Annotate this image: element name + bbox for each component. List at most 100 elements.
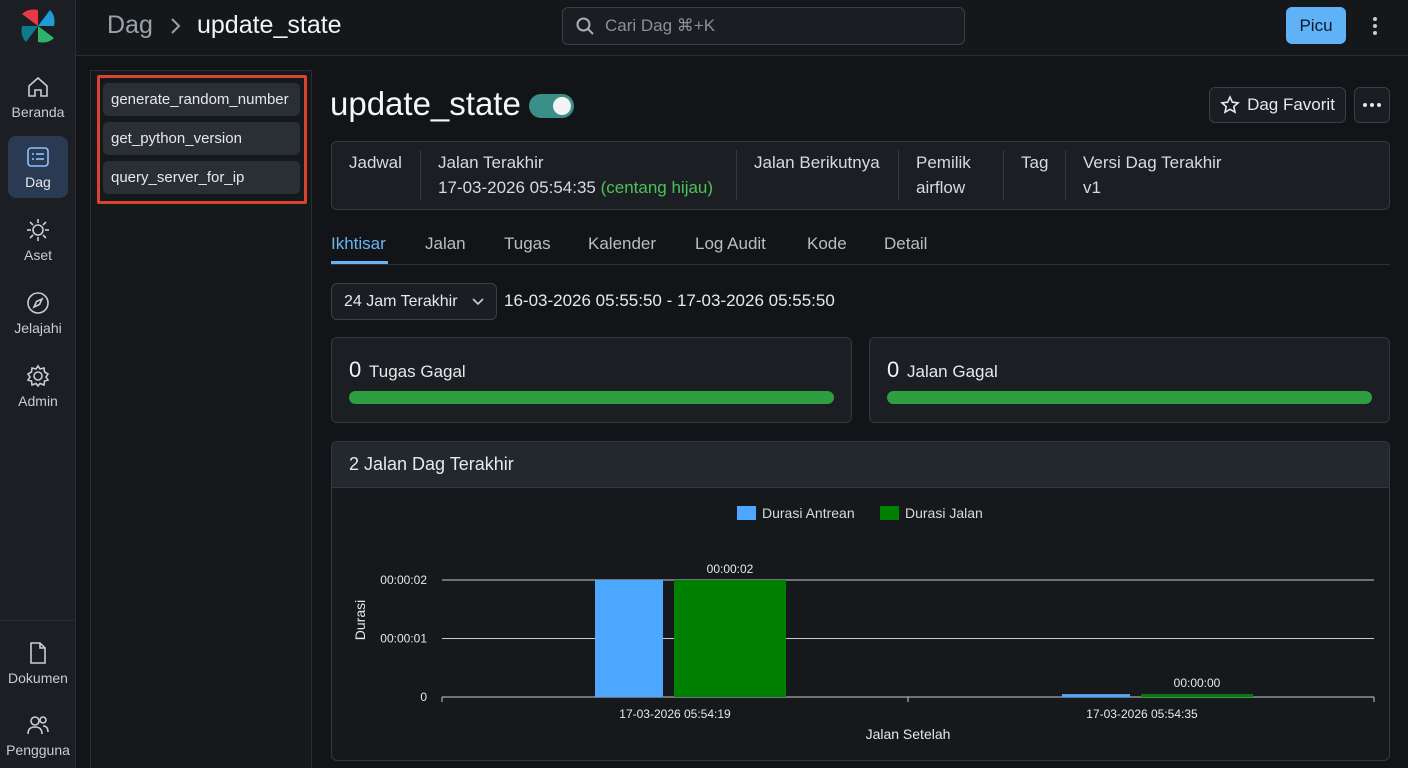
active-tab-indicator xyxy=(331,261,388,264)
search-icon xyxy=(576,17,594,35)
nav-label: Dokumen xyxy=(8,670,68,686)
failed-tasks-count: 0 xyxy=(349,357,362,382)
last-run-status: (centang hijau) xyxy=(600,178,714,197)
tag-field: Tag xyxy=(1021,142,1048,211)
more-options-button[interactable] xyxy=(1354,87,1390,123)
duration-bar-chart: Durasi Antrean Durasi Jalan 0 00:00:01 00:00… xyxy=(352,505,1375,742)
rail-divider xyxy=(0,620,76,621)
pause-toggle[interactable] xyxy=(529,94,574,118)
owner-value: airflow xyxy=(916,178,966,197)
failed-runs-card[interactable]: 0 Jalan Gagal xyxy=(869,337,1390,423)
users-icon xyxy=(27,716,49,735)
nav-label: Dag xyxy=(25,174,51,190)
tab-bar: Ikhtisar Jalan Tugas Kalender Log Audit … xyxy=(331,232,1390,265)
search-placeholder: Cari Dag ⌘+K xyxy=(605,16,716,35)
trigger-button[interactable]: Picu xyxy=(1286,7,1346,44)
failed-tasks-label: Tugas Gagal xyxy=(369,362,466,381)
version-label: Versi Dag Terakhir xyxy=(1083,153,1222,172)
tab-tugas[interactable]: Tugas xyxy=(504,234,551,253)
bar xyxy=(1062,694,1130,697)
tab-ikhtisar[interactable]: Ikhtisar xyxy=(331,234,386,253)
tab-detail[interactable]: Detail xyxy=(884,234,928,253)
chevron-right-icon xyxy=(171,18,181,34)
nav-label: Pengguna xyxy=(6,742,70,758)
tab-jalan[interactable]: Jalan xyxy=(425,234,466,253)
document-icon xyxy=(30,642,46,664)
recent-runs-chart-card: 2 Jalan Dag Terakhir Durasi Antrean Duras… xyxy=(331,441,1390,761)
bar xyxy=(1141,694,1253,697)
tag-label: Tag xyxy=(1021,153,1049,172)
x-axis-title: Jalan Setelah xyxy=(866,726,951,742)
nav-item-jelajahi[interactable]: Jelajahi xyxy=(8,282,68,344)
gear-icon xyxy=(26,364,50,388)
compass-icon xyxy=(27,292,49,314)
bar xyxy=(595,580,663,697)
more-vertical-icon[interactable] xyxy=(1365,14,1385,38)
last-run-label: Jalan Terakhir xyxy=(438,153,544,172)
page-title: update_state xyxy=(330,85,521,122)
task-list-highlight xyxy=(97,75,307,204)
owner-label: Pemilik xyxy=(916,153,971,172)
tab-kode[interactable]: Kode xyxy=(807,234,847,253)
task-item[interactable]: query_server_for_ip xyxy=(103,161,300,194)
y-tick-label: 00:00:02 xyxy=(380,573,427,587)
bar xyxy=(674,580,786,697)
next-run-label: Jalan Berikutnya xyxy=(754,153,880,172)
nav-label: Jelajahi xyxy=(14,320,62,336)
top-bar: Dag update_state Cari Dag ⌘+K Picu xyxy=(76,0,1408,56)
nav-rail: Beranda Dag Aset Jelajahi Admin Dokumen … xyxy=(0,0,76,768)
favorite-label: Dag Favorit xyxy=(1247,95,1335,114)
chevron-down-icon xyxy=(472,298,484,306)
home-icon xyxy=(28,76,48,97)
last-run-value[interactable]: 17-03-2026 05:54:35 xyxy=(438,178,596,197)
failed-tasks-card[interactable]: 0 Tugas Gagal xyxy=(331,337,852,423)
y-tick-label: 0 xyxy=(420,690,427,704)
nav-item-dag[interactable]: Dag xyxy=(8,136,68,198)
dag-info-card: Jadwal Jalan Terakhir 17-03-2026 05:54:3… xyxy=(331,141,1390,210)
schedule-field: Jadwal xyxy=(349,142,402,211)
dag-list-icon xyxy=(27,147,49,167)
legend-swatch xyxy=(880,506,899,520)
version-value: v1 xyxy=(1083,178,1101,197)
star-icon xyxy=(1220,95,1240,114)
failed-tasks-bar xyxy=(349,391,834,404)
task-item[interactable]: get_python_version xyxy=(103,122,300,155)
nav-item-dokumen[interactable]: Dokumen xyxy=(8,632,68,694)
asset-icon xyxy=(27,219,49,241)
version-field: Versi Dag Terakhir v1 xyxy=(1083,142,1222,211)
next-run-field: Jalan Berikutnya xyxy=(754,142,880,211)
breadcrumb-root[interactable]: Dag xyxy=(107,11,153,39)
nav-label: Admin xyxy=(18,393,58,409)
x-tick-label: 17-03-2026 05:54:35 xyxy=(1086,707,1198,721)
favorite-button[interactable]: Dag Favorit xyxy=(1209,87,1346,123)
nav-label: Beranda xyxy=(11,104,65,120)
legend-swatch xyxy=(737,506,756,520)
airflow-logo-icon[interactable] xyxy=(18,6,58,46)
task-item[interactable]: generate_random_number xyxy=(103,83,300,116)
failed-runs-count: 0 xyxy=(887,357,900,382)
time-range-select[interactable]: 24 Jam Terakhir xyxy=(331,283,497,320)
tab-log-audit[interactable]: Log Audit xyxy=(695,234,766,253)
chart-title: 2 Jalan Dag Terakhir xyxy=(349,454,514,474)
owner-field: Pemilik airflow xyxy=(916,142,971,211)
data-label: 00:00:00 xyxy=(1174,676,1221,690)
nav-item-pengguna[interactable]: Pengguna xyxy=(6,704,70,766)
nav-item-admin[interactable]: Admin xyxy=(8,355,68,417)
nav-label: Aset xyxy=(23,247,52,263)
search-input[interactable]: Cari Dag ⌘+K xyxy=(562,7,965,45)
failed-runs-label: Jalan Gagal xyxy=(907,362,998,381)
legend-label: Durasi Antrean xyxy=(762,505,855,521)
tab-kalender[interactable]: Kalender xyxy=(588,234,657,253)
chart-header: 2 Jalan Dag Terakhir xyxy=(332,442,1389,488)
failed-runs-bar xyxy=(887,391,1372,404)
data-label: 00:00:02 xyxy=(707,562,754,576)
nav-item-aset[interactable]: Aset xyxy=(8,209,68,271)
x-tick-label: 17-03-2026 05:54:19 xyxy=(619,707,731,721)
breadcrumb-current: update_state xyxy=(197,11,342,39)
date-range-text: 16-03-2026 05:55:50 - 17-03-2026 05:55:5… xyxy=(504,291,835,310)
y-tick-label: 00:00:01 xyxy=(380,632,427,646)
time-range-value: 24 Jam Terakhir xyxy=(344,292,458,310)
nav-item-beranda[interactable]: Beranda xyxy=(8,66,68,128)
schedule-label: Jadwal xyxy=(349,153,402,172)
legend-label: Durasi Jalan xyxy=(905,505,983,521)
